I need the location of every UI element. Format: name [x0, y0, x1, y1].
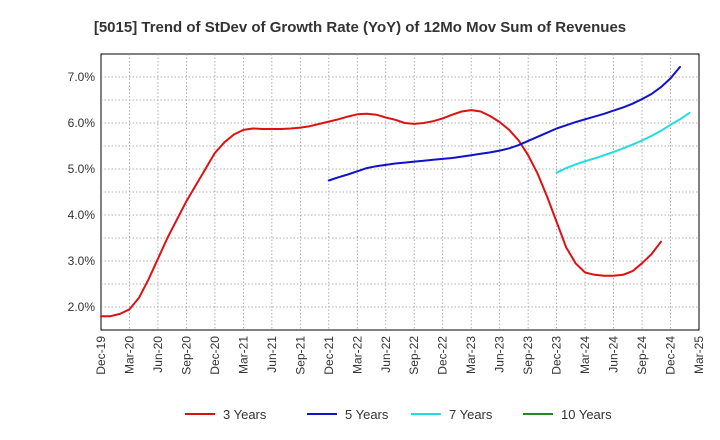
x-tick-label: Sep-21 [293, 336, 307, 375]
legend-label-10-years: 10 Years [561, 407, 612, 422]
x-tick-label: Mar-21 [236, 336, 250, 374]
legend: 3 Years 5 Years 7 Years 10 Years [185, 407, 612, 422]
x-tick-label: Dec-23 [550, 336, 564, 375]
x-tick-label: Sep-24 [635, 336, 649, 375]
x-tick-label: Jun-21 [265, 336, 279, 373]
x-tick-label: Jun-24 [607, 336, 621, 373]
legend-label-7-years: 7 Years [449, 407, 493, 422]
x-tick-label: Sep-23 [521, 336, 535, 375]
series-lines [100, 65, 691, 318]
chart-title: [5015] Trend of StDev of Growth Rate (Yo… [94, 19, 626, 36]
series-line-5-years [327, 65, 681, 182]
y-tick-label: 2.0% [68, 300, 96, 314]
x-tick-label: Dec-21 [322, 336, 336, 375]
x-tick-label: Jun-20 [151, 336, 165, 373]
legend-label-3-years: 3 Years [223, 407, 267, 422]
x-tick-label: Sep-22 [407, 336, 421, 375]
x-tick-label: Mar-25 [692, 336, 706, 374]
series-line-7-years [555, 111, 691, 174]
grid [101, 54, 699, 330]
x-tick-label: Dec-24 [664, 336, 678, 375]
x-tick-label: Dec-20 [208, 336, 222, 375]
legend-label-5-years: 5 Years [345, 407, 389, 422]
x-tick-label: Dec-19 [94, 336, 108, 375]
y-tick-label: 3.0% [68, 254, 96, 268]
y-tick-label: 5.0% [68, 162, 96, 176]
y-tick-label: 4.0% [68, 208, 96, 222]
x-tick-label: Jun-22 [379, 336, 393, 373]
series-line-3-years [100, 109, 662, 318]
x-tick-label: Sep-20 [179, 336, 193, 375]
x-tick-label: Mar-24 [578, 336, 592, 374]
y-tick-label: 6.0% [68, 116, 96, 130]
x-tick-label: Mar-20 [122, 336, 136, 374]
x-tick-label: Dec-22 [436, 336, 450, 375]
y-axis: 2.0% 3.0% 4.0% 5.0% 6.0% 7.0% [68, 70, 96, 314]
x-axis: Dec-19 Mar-20 Jun-20 Sep-20 Dec-20 Mar-21 Jun-… [94, 336, 706, 375]
x-tick-label: Jun-23 [493, 336, 507, 373]
x-tick-label: Mar-23 [464, 336, 478, 374]
y-tick-label: 7.0% [68, 70, 96, 84]
x-tick-label: Mar-22 [350, 336, 364, 374]
